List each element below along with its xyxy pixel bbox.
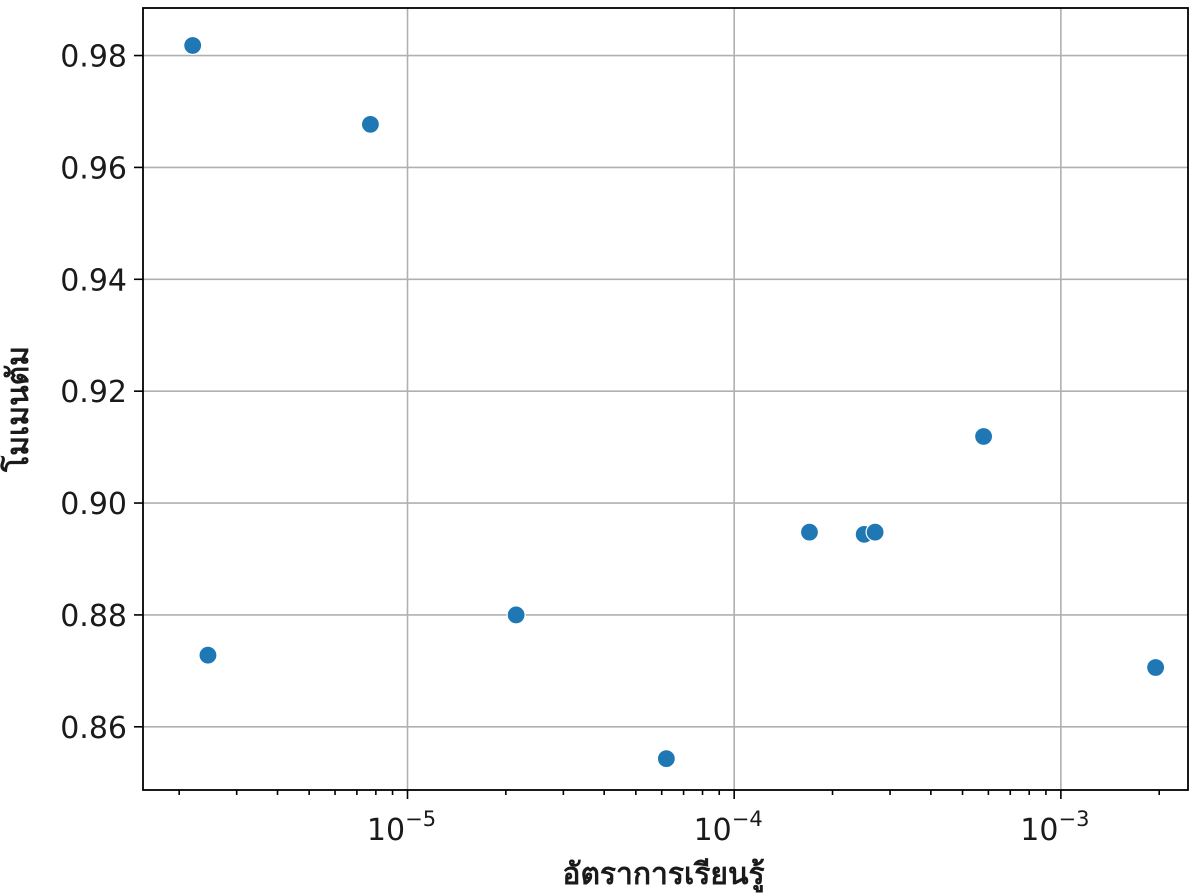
data-point	[1146, 657, 1166, 678]
y-tick-label: 0.94	[60, 263, 127, 298]
y-tick-label: 0.88	[60, 599, 127, 634]
x-tick-label: 10−3	[1020, 807, 1089, 848]
x-axis-title: อัตราการเรียนรู้	[562, 857, 764, 893]
x-tick-label: 10−4	[694, 807, 763, 848]
y-tick-label: 0.86	[60, 711, 127, 746]
y-tick-label: 0.98	[60, 40, 127, 75]
plot-frame	[142, 7, 1189, 791]
grid	[143, 8, 1188, 790]
data-point	[799, 522, 820, 542]
data-point	[360, 114, 381, 134]
data-point	[973, 426, 994, 447]
x-tick-label: 10−5	[367, 807, 436, 848]
data-point	[183, 35, 203, 56]
y-tick-label: 0.92	[60, 375, 127, 410]
data-point	[506, 605, 526, 625]
y-axis-title: โมเมนตัม	[0, 346, 36, 473]
data-point	[198, 645, 218, 665]
y-tick-labels: 0.86 0.88 0.90 0.92 0.94 0.96 0.98	[60, 40, 127, 746]
y-tick-label: 0.96	[60, 151, 127, 186]
data-point	[865, 522, 885, 542]
data-point	[656, 749, 676, 769]
axis-ticks	[134, 54, 1161, 799]
y-tick-label: 0.90	[60, 487, 127, 522]
x-tick-labels: 10−5 10−4 10−3	[367, 807, 1090, 848]
data-points	[183, 35, 1166, 769]
